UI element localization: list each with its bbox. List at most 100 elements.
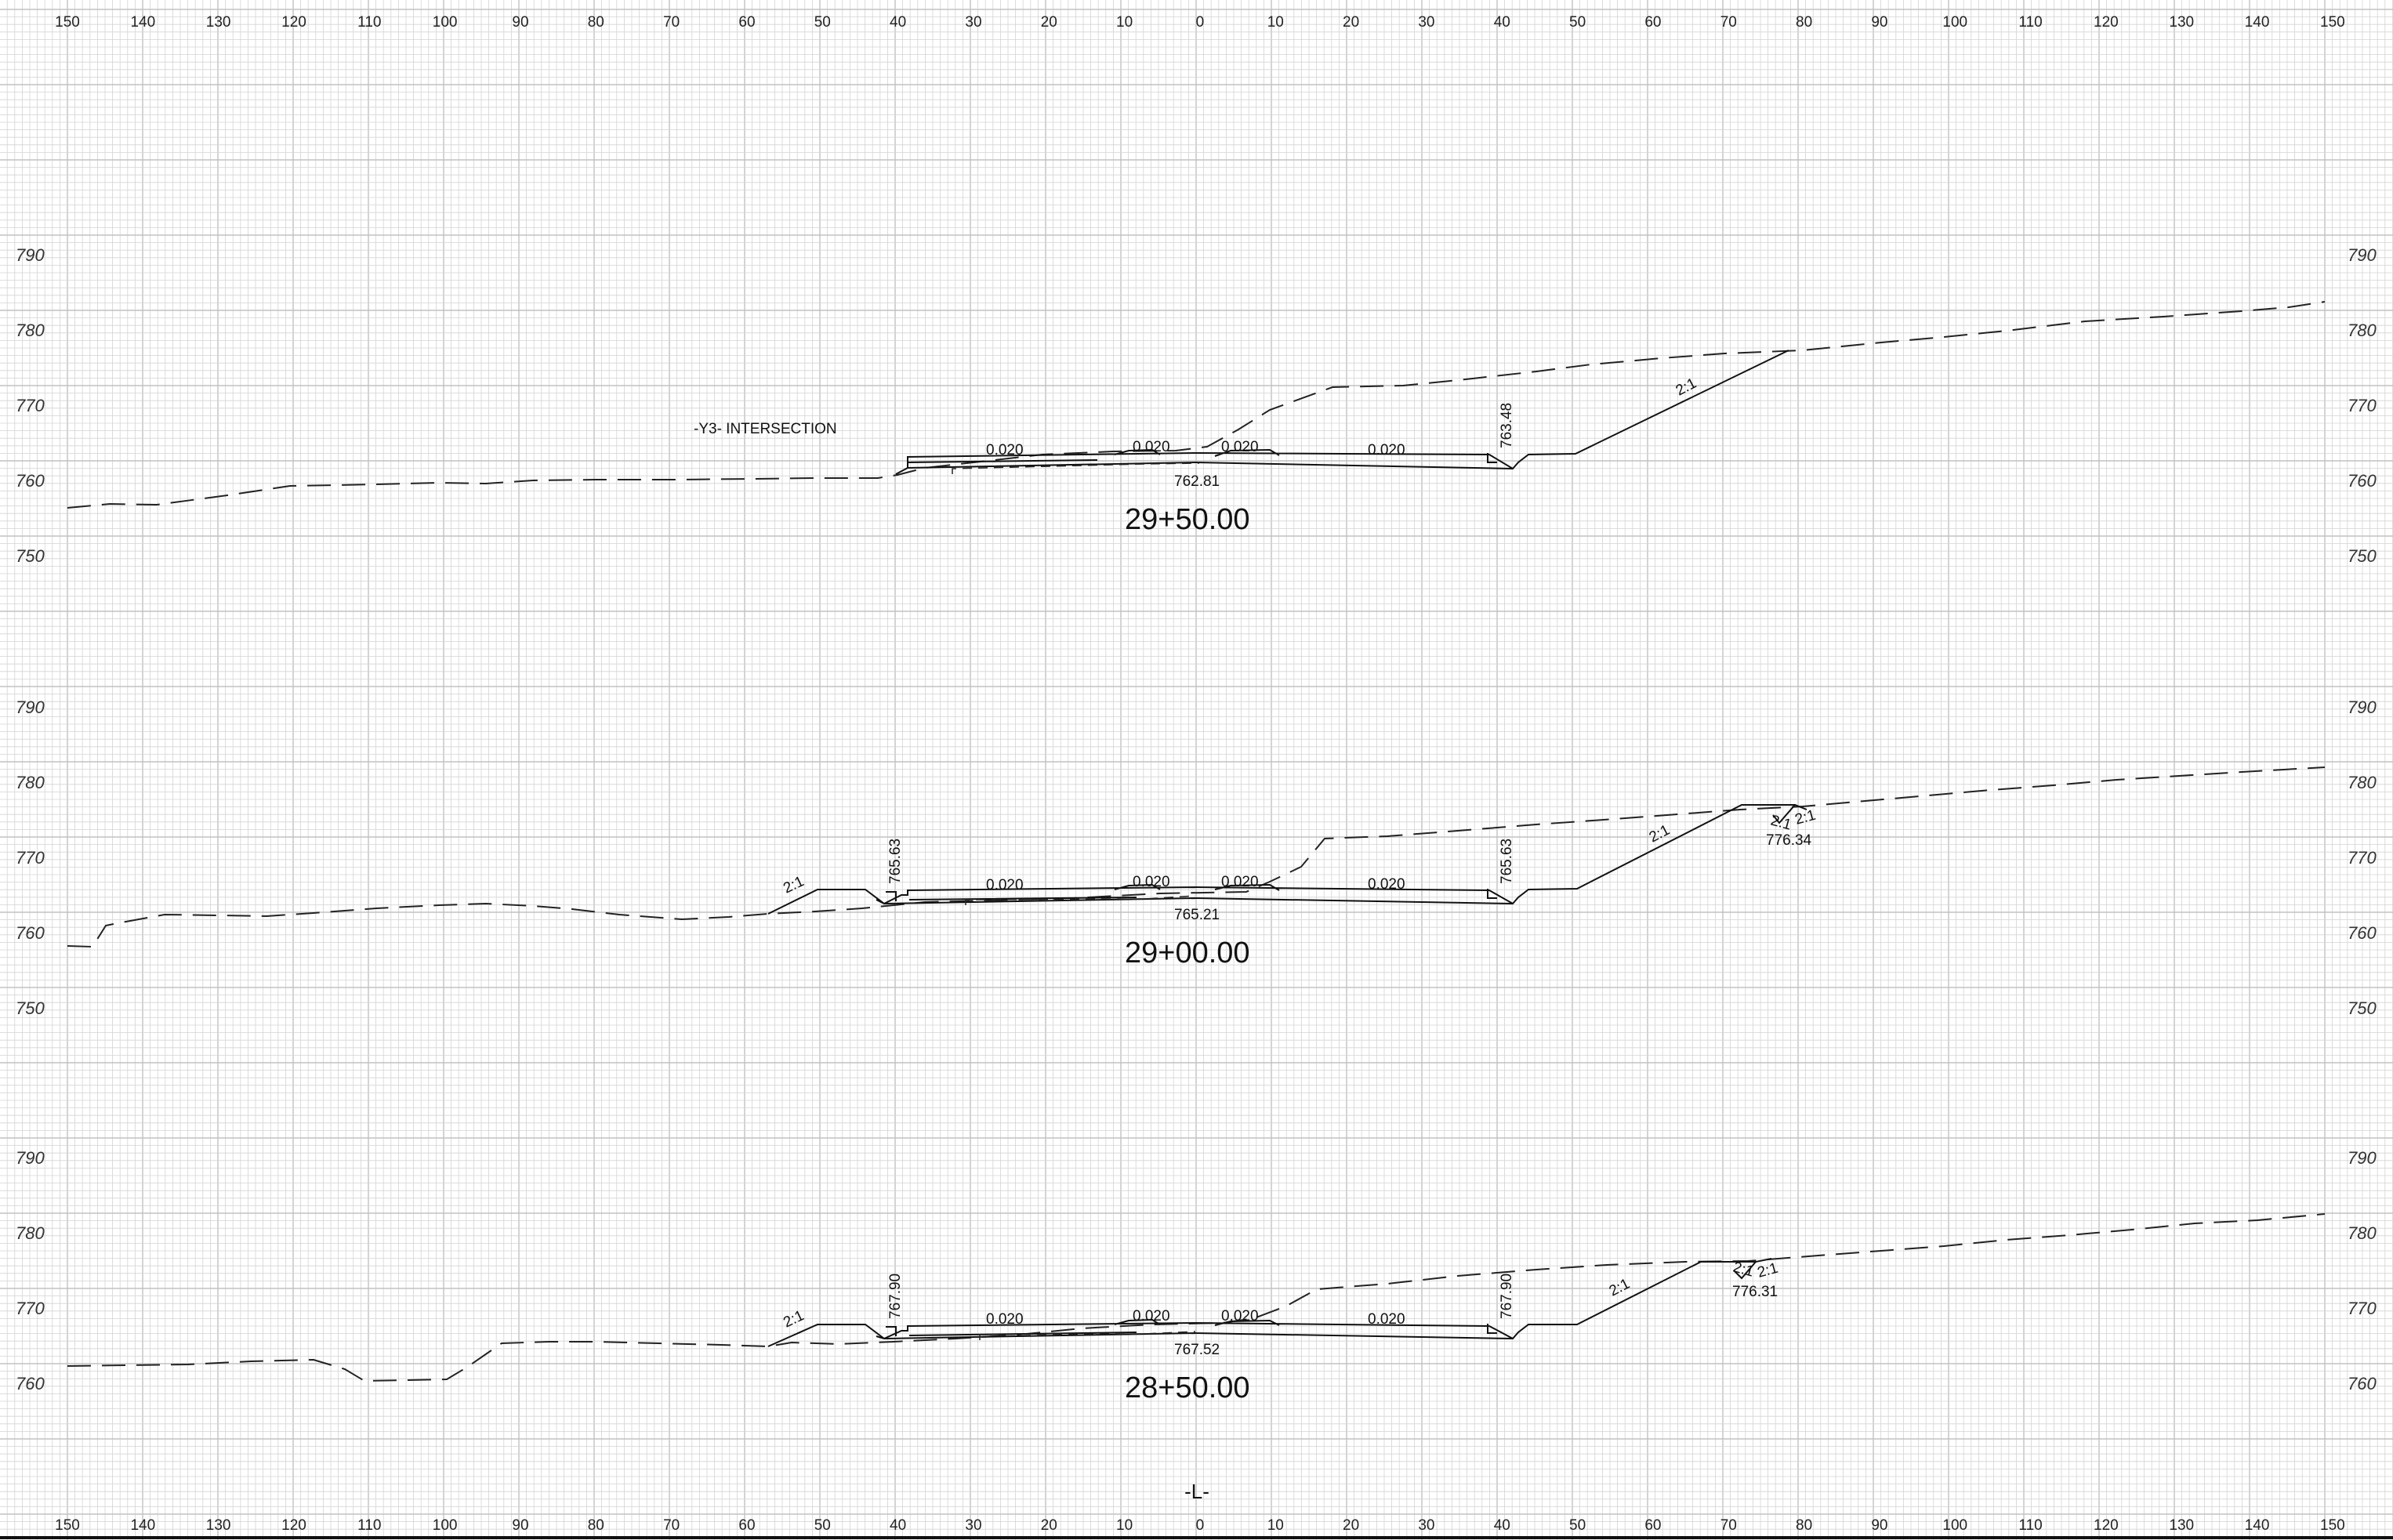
top-offset-scale: 150 140 130 120 110 100 90 80 70 60 50 40 30 20 10 0 10 2… bbox=[55, 14, 2345, 31]
offset-tick-label: 10 bbox=[1267, 14, 1284, 31]
existing-subgrade-line bbox=[965, 895, 1196, 905]
elevation-label: 790 bbox=[2348, 245, 2377, 265]
elevation-label: 750 bbox=[16, 998, 45, 1018]
offset-tick-label: 100 bbox=[433, 1517, 458, 1534]
cross-slope-label: 0.020 bbox=[986, 1311, 1024, 1328]
offset-tick-label: 50 bbox=[1569, 14, 1586, 31]
cross-slope-label: 0.020 bbox=[1133, 874, 1170, 890]
elevation-labels-left: 790 780 770 760 750 bbox=[16, 698, 45, 1018]
side-slope-label: 2:1 bbox=[1769, 813, 1793, 834]
elevation-label: 750 bbox=[2348, 998, 2377, 1018]
offset-tick-label: 60 bbox=[738, 1517, 755, 1534]
offset-tick-label: 120 bbox=[281, 14, 306, 31]
elevation-label: 770 bbox=[16, 1299, 45, 1318]
cross-slope-label: 0.020 bbox=[986, 877, 1024, 893]
existing-subgrade-line bbox=[952, 462, 1200, 474]
offset-tick-label: 110 bbox=[2018, 1517, 2042, 1534]
offset-tick-label: 120 bbox=[281, 1517, 306, 1534]
proposed-typical-section bbox=[895, 350, 1789, 475]
offset-tick-label: 20 bbox=[1041, 1517, 1057, 1534]
offset-tick-label: 40 bbox=[890, 1517, 906, 1534]
offset-tick-label: 110 bbox=[357, 14, 381, 31]
elevation-labels-right: 790 780 770 760 750 bbox=[2348, 698, 2377, 1018]
offset-tick-label: 140 bbox=[2245, 1517, 2270, 1534]
offset-tick-label: 70 bbox=[1720, 1517, 1737, 1534]
offset-tick-label: 130 bbox=[2169, 14, 2194, 31]
offset-tick-label: 150 bbox=[55, 1517, 80, 1534]
edge-grade-label: 763.48 bbox=[1499, 403, 1515, 448]
elevation-label: 770 bbox=[2348, 396, 2377, 415]
centerline-grade-label: 765.21 bbox=[1174, 907, 1220, 923]
offset-tick-label: 90 bbox=[512, 1517, 528, 1534]
offset-tick-label: 60 bbox=[1644, 1517, 1661, 1534]
cross-slope-label: 0.020 bbox=[1368, 442, 1405, 458]
existing-ground-line bbox=[67, 1213, 2326, 1382]
offset-tick-label: 80 bbox=[588, 1517, 604, 1534]
offset-tick-label: 40 bbox=[890, 14, 906, 31]
edge-grade-label: 765.63 bbox=[1499, 839, 1515, 884]
offset-tick-label: 120 bbox=[2094, 14, 2119, 31]
section-29-50: 790 780 770 760 750 790 780 770 760 750 … bbox=[16, 245, 2377, 566]
cross-slope-label: 0.020 bbox=[1368, 1311, 1405, 1328]
section-29-00: 790 780 770 760 750 790 780 770 760 750 … bbox=[16, 698, 2377, 1018]
offset-tick-label: 150 bbox=[2320, 1517, 2345, 1534]
side-slope-label: 2:1 bbox=[1793, 807, 1818, 828]
elevation-label: 750 bbox=[2348, 546, 2377, 566]
elevation-label: 780 bbox=[2348, 773, 2377, 792]
elevation-label: 770 bbox=[16, 396, 45, 415]
offset-tick-label: 70 bbox=[663, 1517, 680, 1534]
cross-slope-label: 0.020 bbox=[1368, 876, 1405, 893]
offset-tick-label: 30 bbox=[1418, 14, 1434, 31]
elevation-label: 780 bbox=[2348, 321, 2377, 340]
offset-tick-label: 90 bbox=[1871, 14, 1887, 31]
elevation-label: 780 bbox=[16, 1223, 45, 1243]
offset-tick-label: 0 bbox=[1196, 14, 1205, 31]
cross-slope-label: 0.020 bbox=[1133, 1308, 1170, 1324]
elevation-labels-left: 790 780 770 760 750 bbox=[16, 245, 45, 566]
station-label: 29+50.00 bbox=[1125, 503, 1250, 536]
offset-tick-label: 130 bbox=[2169, 1517, 2194, 1534]
elevation-label: 750 bbox=[16, 546, 45, 566]
proposed-typical-section bbox=[767, 803, 1807, 915]
elevation-label: 760 bbox=[2348, 1374, 2377, 1393]
offset-tick-label: 30 bbox=[965, 14, 981, 31]
offset-tick-label: 70 bbox=[663, 14, 680, 31]
side-slope-label: 2:1 bbox=[1756, 1260, 1780, 1281]
cross-slope-label: 0.020 bbox=[1221, 439, 1259, 455]
offset-tick-label: 10 bbox=[1116, 14, 1133, 31]
offset-tick-label: 50 bbox=[814, 1517, 831, 1534]
offset-tick-label: 140 bbox=[2245, 14, 2270, 31]
elevation-label: 760 bbox=[16, 923, 45, 943]
offset-tick-label: 140 bbox=[130, 14, 155, 31]
offset-tick-label: 110 bbox=[2018, 14, 2042, 31]
offset-tick-label: 10 bbox=[1267, 1517, 1284, 1534]
offset-tick-label: 10 bbox=[1116, 1517, 1133, 1534]
offset-tick-label: 40 bbox=[1494, 14, 1510, 31]
offset-tick-label: 30 bbox=[1418, 1517, 1434, 1534]
offset-tick-label: 150 bbox=[2320, 14, 2345, 31]
offset-tick-label: 100 bbox=[1942, 14, 1967, 31]
elevation-labels-right: 790 780 770 760 750 bbox=[2348, 245, 2377, 566]
offset-tick-label: 20 bbox=[1041, 14, 1057, 31]
offset-tick-label: 140 bbox=[130, 1517, 155, 1534]
catch-point-grade-label: 776.31 bbox=[1732, 1284, 1778, 1300]
offset-tick-label: 130 bbox=[206, 1517, 231, 1534]
offset-tick-label: 150 bbox=[55, 14, 80, 31]
offset-tick-label: 0 bbox=[1196, 1517, 1205, 1534]
elevation-labels-right: 790 780 770 760 bbox=[2348, 1148, 2377, 1393]
offset-tick-label: 50 bbox=[1569, 1517, 1586, 1534]
offset-tick-label: 70 bbox=[1720, 14, 1737, 31]
bottom-offset-scale: 150 140 130 120 110 100 90 80 70 60 50 40 30 20 10 0 10 2… bbox=[55, 1517, 2345, 1534]
edge-grade-label: 765.63 bbox=[887, 839, 904, 884]
offset-tick-label: 110 bbox=[357, 1517, 381, 1534]
existing-subgrade-line bbox=[979, 1331, 1196, 1340]
offset-tick-label: 30 bbox=[965, 1517, 981, 1534]
elevation-label: 760 bbox=[16, 1374, 45, 1393]
cross-slope-label: 0.020 bbox=[986, 442, 1024, 458]
cross-slope-label: 0.020 bbox=[1221, 874, 1259, 890]
elevation-label: 770 bbox=[2348, 848, 2377, 868]
elevation-label: 790 bbox=[16, 1148, 45, 1168]
offset-tick-label: 80 bbox=[1796, 1517, 1812, 1534]
centerline-symbol: -L- bbox=[1184, 1480, 1209, 1503]
cross-slope-label: 0.020 bbox=[1221, 1308, 1259, 1324]
